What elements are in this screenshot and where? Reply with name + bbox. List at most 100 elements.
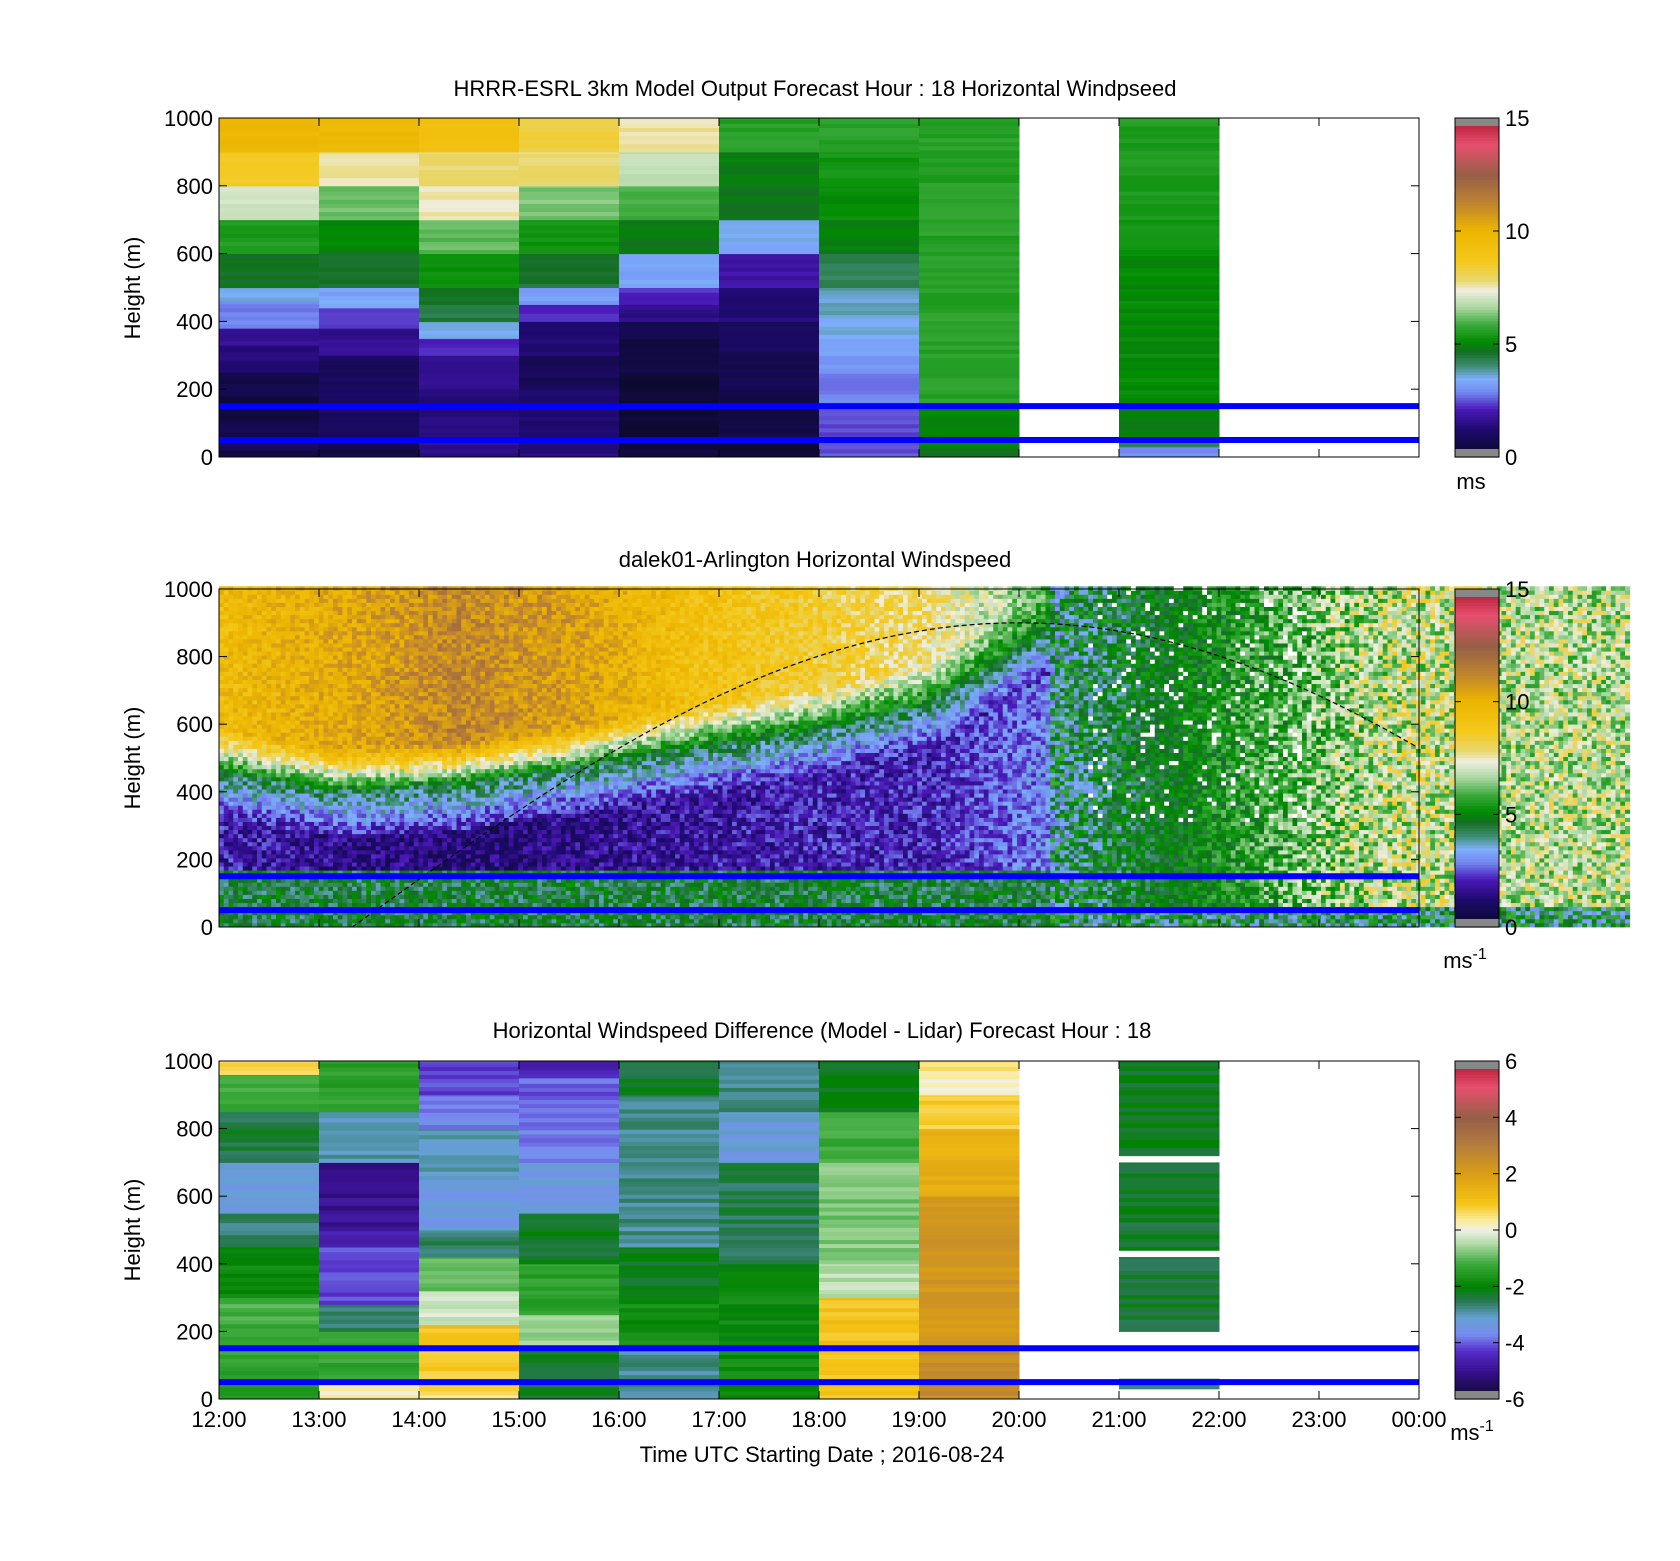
heatmap-cell <box>262 890 267 894</box>
heatmap-cell <box>366 627 371 631</box>
heatmap-cell <box>324 692 329 696</box>
heatmap-cell <box>371 842 376 846</box>
heatmap-cell <box>290 651 295 655</box>
heatmap-cell <box>295 684 300 688</box>
heatmap-cell <box>1119 256 1220 261</box>
heatmap-cell <box>385 765 390 769</box>
heatmap-cell <box>324 663 329 667</box>
heatmap-cell <box>333 757 338 761</box>
heatmap-cell <box>438 647 443 651</box>
heatmap-cell <box>328 594 333 598</box>
heatmap-cell <box>290 631 295 635</box>
heatmap-cell <box>219 216 320 221</box>
heatmap-cell <box>233 712 238 716</box>
heatmap-cell <box>319 712 324 716</box>
heatmap-cell <box>438 801 443 805</box>
heatmap-cell <box>438 671 443 675</box>
heatmap-cell <box>414 903 419 907</box>
heatmap-cell <box>414 809 419 813</box>
heatmap-cell <box>252 647 257 651</box>
heatmap-cell <box>414 700 419 704</box>
heatmap-cell <box>366 890 371 894</box>
heatmap-cell <box>262 720 267 724</box>
heatmap-cell <box>276 834 281 838</box>
heatmap-cell <box>252 858 257 862</box>
heatmap-cell <box>314 777 319 781</box>
heatmap-cell <box>1119 382 1220 387</box>
heatmap-cell <box>338 882 343 886</box>
heatmap-cell <box>376 826 381 830</box>
heatmap-cell <box>390 594 395 598</box>
heatmap-cell <box>324 773 329 777</box>
heatmap-cell <box>433 728 438 732</box>
heatmap-cell <box>376 805 381 809</box>
heatmap-cell <box>409 716 414 720</box>
heatmap-cell <box>433 817 438 821</box>
heatmap-cell <box>309 899 314 903</box>
heatmap-cell <box>286 765 291 769</box>
heatmap-cell <box>381 797 386 801</box>
heatmap-cell <box>366 623 371 627</box>
heatmap-cell <box>404 830 409 834</box>
heatmap-cell <box>385 858 390 862</box>
heatmap-cell <box>286 740 291 744</box>
heatmap-cell <box>404 761 409 765</box>
heatmap-cell <box>219 826 224 830</box>
heatmap-cell <box>395 627 400 631</box>
heatmap-cell <box>414 757 419 761</box>
heatmap-cell <box>338 749 343 753</box>
heatmap-cell <box>319 761 324 765</box>
heatmap-cell <box>404 809 409 813</box>
heatmap-cell <box>819 339 920 344</box>
heatmap-cell <box>252 676 257 680</box>
heatmap-cell <box>267 651 272 655</box>
heatmap-cell <box>343 635 348 639</box>
heatmap-cell <box>381 886 386 890</box>
heatmap-cell <box>376 688 381 692</box>
heatmap-cell <box>428 842 433 846</box>
heatmap-cell <box>409 886 414 890</box>
heatmap-cell <box>366 753 371 757</box>
heatmap-cell <box>438 631 443 635</box>
heatmap-cell <box>428 793 433 797</box>
heatmap-cell <box>381 724 386 728</box>
heatmap-cell <box>409 680 414 684</box>
heatmap-cell <box>371 899 376 903</box>
heatmap-cell <box>276 846 281 850</box>
heatmap-cell <box>414 655 419 659</box>
heatmap-cell <box>400 732 405 736</box>
heatmap-cell <box>319 300 420 305</box>
heatmap-cell <box>257 663 262 667</box>
heatmap-cell <box>219 862 224 866</box>
heatmap-cell <box>319 331 420 336</box>
heatmap-cell <box>271 882 276 886</box>
heatmap-cell <box>619 445 720 450</box>
heatmap-cell <box>357 615 362 619</box>
heatmap-cell <box>281 619 286 623</box>
heatmap-cell <box>248 671 253 675</box>
heatmap-cell <box>395 817 400 821</box>
heatmap-cell <box>919 365 1020 370</box>
heatmap-cell <box>319 250 420 255</box>
heatmap-cell <box>324 623 329 627</box>
heatmap-cell <box>219 700 224 704</box>
heatmap-cell <box>414 842 419 846</box>
heatmap-cell <box>295 838 300 842</box>
heatmap-cell <box>433 882 438 886</box>
heatmap-cell <box>362 862 367 866</box>
heatmap-cell <box>390 736 395 740</box>
heatmap-cell <box>286 635 291 639</box>
heatmap-cell <box>243 895 248 899</box>
heatmap-cell <box>438 736 443 740</box>
heatmap-cell <box>419 684 424 688</box>
heatmap-cell <box>366 850 371 854</box>
heatmap-cell <box>333 886 338 890</box>
heatmap-cell <box>428 805 433 809</box>
heatmap-cell <box>919 398 1020 403</box>
heatmap-cell <box>219 187 320 192</box>
heatmap-cell <box>219 834 224 838</box>
heatmap-cell <box>414 720 419 724</box>
heatmap-cell <box>376 598 381 602</box>
heatmap-cell <box>295 822 300 826</box>
heatmap-cell <box>419 412 520 417</box>
